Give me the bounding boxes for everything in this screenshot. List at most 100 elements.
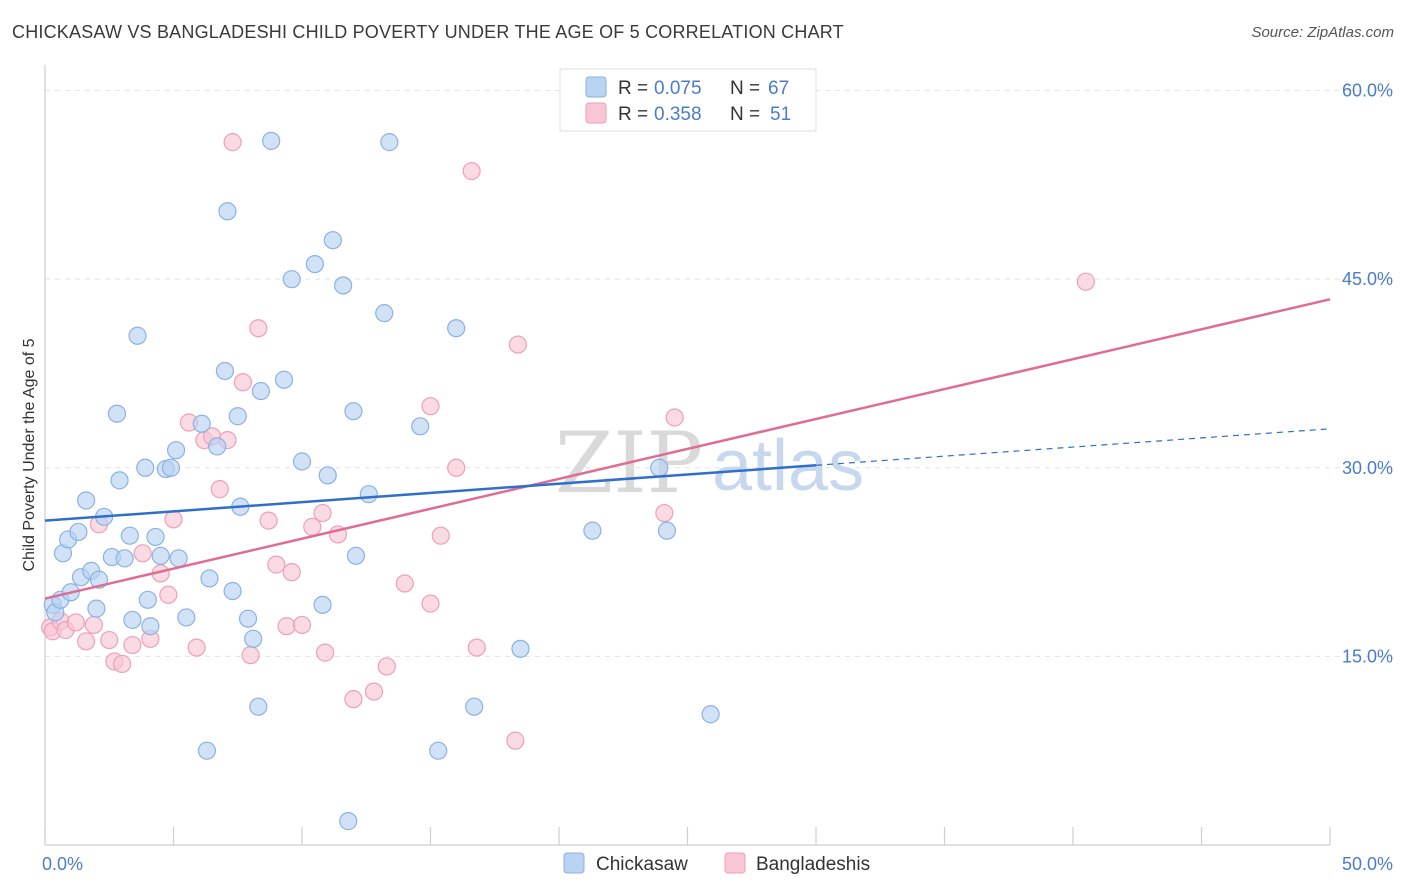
- chickasaw-point-26: [161, 458, 181, 477]
- bangladeshi-point-39: [395, 574, 414, 593]
- chickasaw-point-56: [375, 304, 394, 323]
- grid-lines: [45, 90, 1395, 657]
- y-axis-label: Child Poverty Under the Age of 5: [21, 338, 38, 571]
- bangladeshi-point-28: [267, 555, 286, 574]
- bottom-legend-bangladeshi: Bangladeshis: [756, 854, 870, 875]
- bangladeshi-point-24: [233, 373, 252, 392]
- legend-r-value-bangladeshi: 0.358: [654, 104, 702, 125]
- chickasaw-point-44: [274, 370, 294, 389]
- chickasaw-point-33: [208, 437, 227, 456]
- chickasaw-point-61: [465, 697, 484, 716]
- bangladeshi-point-46: [506, 731, 525, 750]
- chickasaw-point-60: [447, 319, 466, 338]
- bangladeshi-point-33: [313, 503, 332, 523]
- watermark-atlas: atlas: [712, 426, 864, 506]
- chickasaw-point-29: [177, 608, 196, 627]
- bangladeshi-point-27: [259, 511, 278, 530]
- chickasaw-point-28: [169, 549, 188, 568]
- chickasaw-point-62: [511, 639, 530, 658]
- chickasaw-point-32: [200, 569, 219, 588]
- chickasaw-point-55: [359, 485, 378, 504]
- chickasaw-point-17: [120, 526, 139, 545]
- y-tick-label-0: 15.0%: [1342, 646, 1393, 666]
- chickasaw-point-53: [344, 402, 363, 421]
- chickasaw-point-54: [346, 546, 366, 565]
- chickasaw-point-31: [197, 741, 217, 760]
- bangladeshi-point-21: [210, 480, 229, 499]
- chickasaw-point-49: [318, 466, 337, 485]
- chickasaw-point-27: [166, 441, 186, 460]
- bangladeshi-point-8: [100, 630, 119, 650]
- chickasaw-point-64: [650, 458, 669, 477]
- x-tick-label-1: 50.0%: [1342, 854, 1393, 874]
- chickasaw-point-42: [251, 381, 270, 401]
- bangladeshi-trend-line: [44, 298, 1331, 600]
- chickasaw-point-22: [141, 617, 160, 636]
- bangladeshi-points: [41, 133, 1095, 750]
- y-tick-label-1: 30.0%: [1342, 458, 1393, 478]
- chickasaw-point-50: [323, 231, 342, 250]
- chickasaw-point-46: [292, 452, 312, 471]
- chickasaw-point-18: [123, 610, 142, 630]
- bangladeshi-point-26: [249, 319, 268, 338]
- source-credit: Source: ZipAtlas.com: [1251, 24, 1394, 41]
- chickasaw-point-6: [69, 522, 88, 542]
- legend-swatch-chickasaw: [585, 76, 607, 98]
- bangladeshi-point-50: [1076, 272, 1095, 291]
- chickasaw-point-16: [115, 549, 134, 568]
- bangladeshi-point-41: [421, 594, 440, 613]
- bangladeshi-point-16: [164, 510, 183, 529]
- chickasaw-point-21: [138, 590, 157, 609]
- chickasaw-point-51: [334, 276, 353, 295]
- bottom-legend: Chickasaw Bangladeshis: [563, 852, 870, 875]
- chickasaw-point-19: [128, 326, 147, 345]
- chickasaw-point-20: [136, 458, 155, 477]
- chickasaw-point-58: [411, 417, 430, 436]
- legend-r-label-chickasaw: R =: [618, 78, 648, 99]
- bangladeshi-point-25: [241, 646, 260, 665]
- chickasaw-point-35: [218, 202, 237, 221]
- bangladeshi-point-15: [159, 585, 178, 604]
- bangladeshi-point-18: [187, 638, 206, 657]
- chickasaw-point-43: [262, 131, 281, 150]
- chickasaw-point-37: [228, 407, 247, 426]
- chickasaw-point-34: [215, 361, 234, 381]
- chickasaw-point-30: [192, 414, 211, 433]
- bangladeshi-point-48: [655, 503, 674, 523]
- legend-n-label-bangladeshi: N =: [730, 104, 760, 125]
- x-tick-label-0: 0.0%: [42, 854, 83, 874]
- bangladeshi-point-34: [316, 643, 335, 662]
- bottom-legend-swatch-chickasaw: [563, 852, 585, 874]
- axes: [44, 65, 1331, 846]
- bangladeshi-point-42: [431, 526, 450, 545]
- chickasaw-point-45: [282, 270, 301, 289]
- bangladeshi-point-6: [84, 615, 103, 635]
- chickasaw-trend-extension: [815, 428, 1331, 466]
- chickasaw-point-8: [77, 491, 96, 510]
- y-tick-label-3: 60.0%: [1342, 81, 1393, 101]
- bottom-legend-swatch-bangladeshi: [724, 852, 746, 874]
- bangladeshi-point-38: [377, 657, 396, 676]
- bangladeshi-point-23: [223, 133, 242, 152]
- trend-lines: [44, 298, 1331, 600]
- bangladeshi-point-29: [277, 617, 296, 636]
- bangladeshi-point-45: [467, 638, 486, 657]
- chickasaw-point-48: [313, 595, 332, 614]
- chickasaw-point-14: [107, 404, 127, 423]
- chickasaw-point-36: [223, 581, 242, 601]
- bangladeshi-point-43: [447, 458, 466, 477]
- chickasaw-point-59: [429, 741, 448, 760]
- bottom-legend-chickasaw: Chickasaw: [596, 854, 688, 875]
- chickasaw-point-15: [110, 471, 129, 490]
- bangladeshi-point-12: [133, 544, 152, 563]
- chickasaw-points: [43, 131, 720, 831]
- chickasaw-point-41: [249, 697, 268, 716]
- y-tick-label-2: 45.0%: [1342, 269, 1393, 289]
- bangladeshi-point-40: [421, 397, 440, 416]
- bangladeshi-point-30: [282, 563, 301, 582]
- chickasaw-point-39: [238, 609, 258, 628]
- bangladeshi-point-36: [344, 690, 363, 709]
- legend-n-value-chickasaw: 67: [768, 78, 789, 99]
- chickasaw-point-40: [244, 629, 263, 648]
